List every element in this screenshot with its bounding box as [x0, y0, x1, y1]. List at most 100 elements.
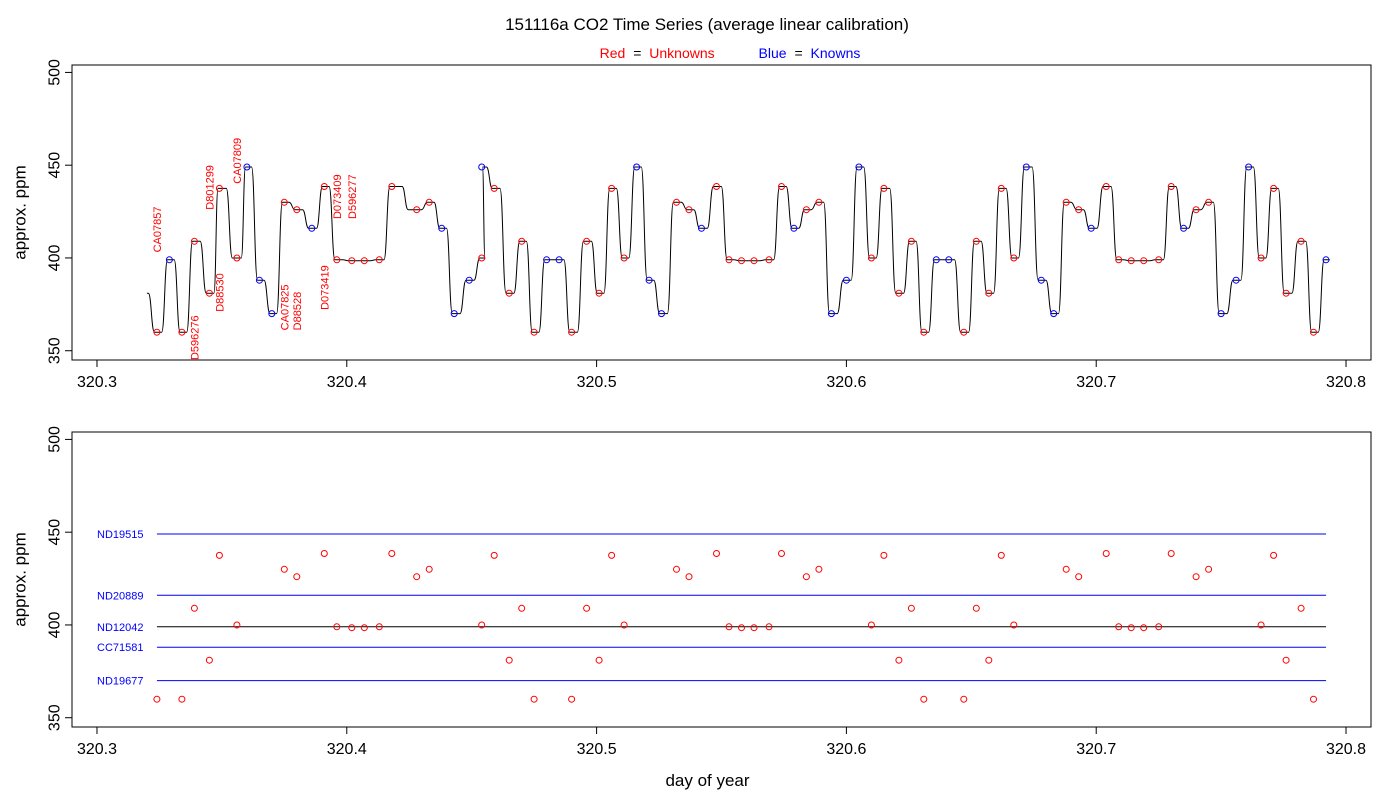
- unknown-point: [490, 184, 498, 192]
- sample-id-label: D801299: [204, 165, 216, 210]
- unknown-point: [1140, 257, 1148, 265]
- reference-line-label: ND12042: [97, 622, 143, 634]
- unknown-point: [490, 551, 498, 559]
- unknown-point: [620, 621, 628, 629]
- unknown-point: [1115, 256, 1123, 264]
- x-tick-label: 320.7: [1076, 741, 1116, 758]
- unknown-point: [1062, 565, 1070, 573]
- unknown-point: [320, 550, 328, 557]
- known-point: [1037, 276, 1045, 284]
- known-point: [945, 256, 953, 264]
- unknown-point: [333, 256, 341, 264]
- known-point: [633, 163, 641, 171]
- unknown-point: [375, 623, 383, 631]
- known-point: [1322, 256, 1330, 264]
- legend-unknown-word: Unknowns: [649, 45, 714, 61]
- unknown-point: [1155, 256, 1163, 264]
- known-point: [698, 224, 705, 232]
- unknown-point: [1310, 328, 1317, 336]
- unknown-point: [1115, 623, 1123, 631]
- unknown-point: [1257, 621, 1265, 629]
- unknown-point: [1205, 565, 1213, 573]
- unknown-point: [608, 184, 616, 192]
- unknown-point: [778, 550, 785, 557]
- unknown-point: [1062, 198, 1070, 206]
- known-point: [842, 276, 850, 284]
- y-tick-label: 350: [47, 704, 64, 731]
- x-tick-label: 320.8: [1326, 741, 1366, 758]
- known-point: [308, 224, 316, 232]
- unknown-point: [867, 254, 875, 262]
- known-point: [543, 256, 551, 264]
- unknown-point: [530, 695, 538, 703]
- unknown-point: [1127, 624, 1135, 632]
- legend: Red = Unknowns Blue = Knowns: [600, 45, 861, 61]
- known-point: [1217, 310, 1225, 318]
- unknown-point: [880, 184, 888, 192]
- unknown-point: [765, 256, 773, 264]
- unknown-point: [478, 621, 486, 629]
- known-point: [658, 310, 665, 318]
- unknown-point: [388, 183, 396, 190]
- unknown-point: [388, 550, 396, 557]
- y-tick-label: 450: [47, 152, 64, 179]
- unknown-point: [348, 257, 356, 265]
- unknown-point: [505, 656, 513, 664]
- unknown-point: [1102, 550, 1110, 557]
- sample-id-label: D88530: [214, 273, 226, 312]
- y-axis-label: approx. ppm: [11, 165, 30, 260]
- unknown-point: [997, 551, 1005, 559]
- reference-line-label: ND19677: [97, 676, 143, 688]
- unknown-point: [920, 328, 928, 336]
- unknown-point: [1010, 254, 1018, 262]
- unknown-point: [880, 551, 888, 559]
- unknown-point: [1140, 624, 1148, 632]
- known-point: [555, 256, 563, 264]
- bottom-panel: 320.3 320.4 320.5 320.6 320.7 320.8 350 400 450 5…: [11, 426, 1372, 790]
- unknown-point: [375, 256, 383, 264]
- unknown-point: [802, 206, 810, 214]
- unknown-point: [1127, 257, 1135, 265]
- unknown-point: [673, 565, 680, 573]
- unknown-point: [568, 328, 576, 336]
- unknown-point: [750, 624, 758, 632]
- unknown-point: [333, 623, 341, 631]
- legend-unknown-prefix: Red: [600, 45, 626, 61]
- unknown-point: [1102, 183, 1110, 190]
- y-tick-label: 500: [47, 59, 64, 86]
- known-point: [478, 163, 486, 171]
- unknown-point: [178, 328, 186, 336]
- sample-id-label: CA07809: [232, 138, 244, 184]
- unknown-point: [320, 183, 328, 190]
- unknown-point: [178, 695, 186, 703]
- y-axis-label: approx. ppm: [11, 532, 30, 627]
- known-point: [1087, 224, 1095, 232]
- unknown-point: [815, 198, 823, 206]
- unknown-point: [425, 198, 433, 206]
- unknown-point: [1075, 206, 1083, 214]
- y-tick-label: 400: [47, 612, 64, 639]
- known-point: [855, 163, 863, 171]
- reference-line-label: ND19515: [97, 529, 143, 541]
- unknown-point: [1297, 237, 1305, 245]
- unknown-point: [1192, 573, 1200, 581]
- unknown-point: [920, 695, 928, 703]
- unknown-point: [478, 254, 486, 262]
- unknown-point: [750, 257, 758, 265]
- reference-line-label: ND20889: [97, 590, 143, 602]
- concentration-trace: [146, 166, 1330, 333]
- x-tick-label: 320.4: [327, 374, 367, 391]
- unknown-point: [1075, 573, 1083, 581]
- unknown-point: [518, 604, 526, 612]
- unknown-point: [360, 624, 368, 632]
- known-point: [1180, 224, 1188, 232]
- unknown-point: [1310, 695, 1317, 703]
- unknown-point: [1282, 656, 1290, 664]
- unknown-point: [413, 573, 421, 581]
- unknown-point: [293, 206, 301, 214]
- unknown-point: [713, 183, 720, 190]
- chart-title: 151116a CO2 Time Series (average linear …: [505, 15, 909, 34]
- unknown-point: [802, 573, 810, 581]
- unknown-point: [1270, 184, 1278, 192]
- unknown-point: [190, 604, 198, 612]
